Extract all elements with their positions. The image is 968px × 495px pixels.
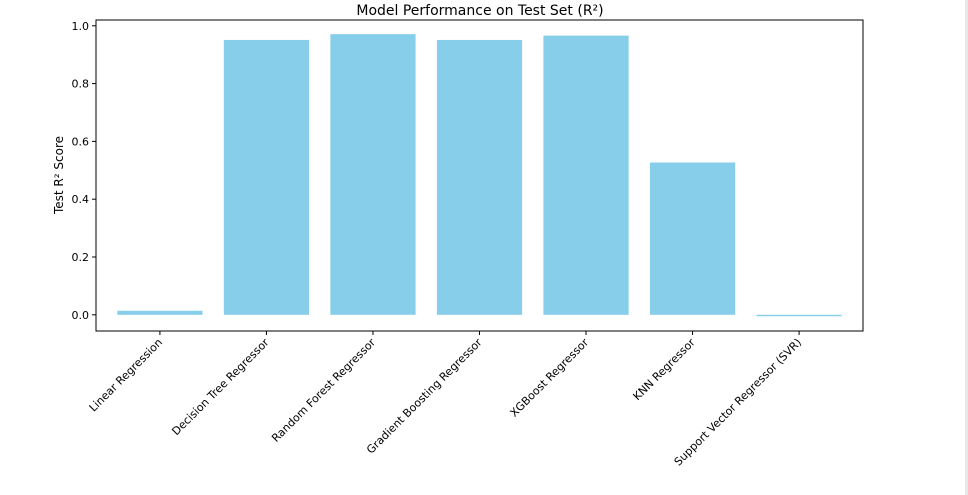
plot-frame <box>95 19 864 332</box>
x-tick-label: Random Forest Regressor <box>269 336 378 445</box>
bar <box>330 34 416 315</box>
y-axis-label: Test R² Score <box>52 136 66 215</box>
x-tick-label: Linear Regression <box>87 336 165 414</box>
x-axis-ticks: Linear Regression Decision Tree Regressor… <box>87 331 805 469</box>
x-tick-label: KNN Regressor <box>631 336 698 403</box>
x-tick-label: XGBoost Regressor <box>508 336 592 420</box>
y-tick-label: 0.0 <box>72 309 90 322</box>
y-tick-label: 1.0 <box>72 20 90 33</box>
bars-group <box>117 34 842 317</box>
y-tick-label: 0.2 <box>72 251 90 264</box>
window-edge <box>965 0 968 495</box>
bar <box>543 35 629 315</box>
bar <box>756 314 842 317</box>
chart-title: Model Performance on Test Set (R²) <box>356 3 603 19</box>
y-tick-label: 0.6 <box>72 135 90 148</box>
bar <box>117 310 203 315</box>
x-tick-label: Gradient Boosting Regressor <box>364 336 485 457</box>
bar <box>649 162 736 315</box>
y-tick-label: 0.8 <box>72 78 90 91</box>
bar <box>436 39 523 315</box>
bar <box>223 39 310 315</box>
y-tick-label: 0.4 <box>72 193 90 206</box>
x-tick-label: Decision Tree Regressor <box>169 336 271 438</box>
x-tick-label: Support Vector Regressor (SVR) <box>672 336 805 469</box>
y-axis-ticks: 0.0 0.2 0.4 0.6 0.8 1.0 <box>72 20 96 322</box>
